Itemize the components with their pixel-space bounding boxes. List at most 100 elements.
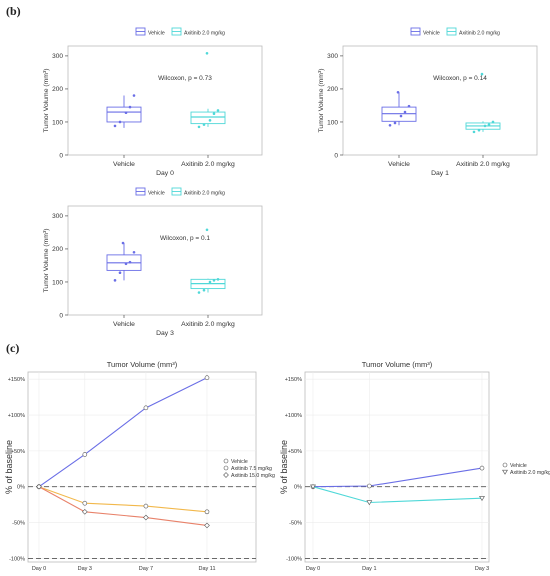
data-point: [208, 119, 212, 122]
y-tick-label: 300: [52, 53, 63, 60]
line-marker: [367, 483, 372, 489]
data-point: [472, 130, 476, 134]
line-marker: [143, 514, 149, 521]
series-line: [38, 486, 208, 526]
line-marker: [204, 522, 210, 529]
data-point: [128, 260, 132, 264]
chart-title: Tumor Volume (mm³): [362, 360, 433, 369]
line-marker: [81, 508, 88, 515]
line-marker: [479, 465, 485, 471]
data-point: [124, 262, 128, 266]
legend-label: Vehicle: [510, 463, 527, 469]
y-axis-label: % of baseline: [279, 440, 289, 494]
x-tick-label: Day 7: [139, 566, 153, 572]
x-tick-label: Day 11: [198, 566, 215, 572]
data-point: [477, 128, 481, 132]
panel-label-c: (c): [6, 341, 20, 355]
line-marker: [502, 469, 508, 475]
legend-label: Axitinib 15.0 mg/kg: [231, 473, 275, 479]
legend-label: Axitinib 2.0 mg/kg: [510, 470, 550, 476]
box-chart-day0: Vehicle Axitinib 2.0 mg/kg 0 100 200 300 Tumor…: [43, 27, 263, 177]
x-tick-label: Day 1: [362, 566, 376, 572]
x-tick-label: Axitinib 2.0 mg/kg: [181, 161, 235, 168]
y-tick-label: 0: [59, 152, 63, 159]
y-tick-label: +100%: [8, 413, 25, 419]
data-point: [403, 110, 407, 114]
y-tick-label: 0%: [294, 485, 302, 491]
line-marker: [366, 500, 373, 506]
x-tick-label: Axitinib 2.0 mg/kg: [181, 321, 235, 328]
data-point: [480, 72, 484, 76]
y-tick-label: +150%: [8, 377, 25, 383]
data-point: [121, 241, 125, 245]
y-tick-label: 200: [52, 246, 63, 253]
line-marker: [223, 458, 229, 464]
plot-area: [67, 45, 263, 156]
plot-area: [27, 371, 257, 563]
data-point: [118, 120, 122, 124]
legend-label: Vehicle: [231, 459, 248, 465]
y-tick-label: -100%: [286, 556, 302, 562]
x-tick-label: Day 3: [78, 566, 92, 572]
y-tick-label: +50%: [288, 449, 302, 455]
data-point: [487, 123, 491, 126]
x-tick-label: Day 0: [32, 566, 46, 572]
data-point: [393, 121, 397, 125]
line-chart-four-groups: Tumor Volume (mm³) +150% +100% +50% 0% -50% -1…: [4, 360, 275, 572]
chart-title: Tumor Volume (mm³): [107, 360, 178, 369]
x-tick-label: Day 0: [306, 566, 320, 572]
data-point: [132, 250, 136, 254]
box-chart-day1: Vehicle Axitinib 2.0 mg/kg 0 100 200 300 Tumor…: [318, 27, 538, 177]
y-tick-label: -100%: [9, 556, 25, 562]
line-marker: [479, 496, 485, 501]
y-tick-label: +150%: [285, 377, 302, 383]
y-tick-label: 100: [327, 119, 338, 126]
y-axis-label: Tumor Volume (mm³): [318, 69, 325, 133]
series-line: [38, 377, 208, 488]
plot-area: [67, 205, 263, 316]
legend-label: Axitinib 2.0 mg/kg: [184, 31, 225, 37]
y-tick-label: +50%: [11, 449, 25, 455]
data-point: [128, 105, 132, 109]
x-axis-label: Day 1: [431, 170, 449, 177]
y-tick-label: -50%: [289, 521, 302, 527]
data-point: [216, 278, 220, 281]
line-marker: [223, 465, 229, 471]
legend-label: Vehicle: [423, 31, 440, 37]
wilcoxon-annotation: Wilcoxon, p = 0.14: [433, 75, 487, 82]
data-point: [113, 279, 117, 282]
box-chart-day3: Vehicle Axitinib 2.0 mg/kg 0 100 200 300 Tumor…: [43, 187, 263, 337]
y-axis-label: Tumor Volume (mm³): [43, 229, 50, 293]
data-point: [202, 288, 206, 292]
legend-label: Vehicle: [148, 31, 165, 37]
plot-area: [342, 45, 538, 156]
plot-area: [304, 371, 490, 563]
x-axis-label: Day 0: [156, 170, 174, 177]
y-axis-label: Tumor Volume (mm³): [43, 69, 50, 133]
y-tick-label: 200: [327, 86, 338, 93]
y-tick-label: 300: [52, 213, 63, 220]
y-tick-label: 0: [59, 312, 63, 319]
x-tick-label: Vehicle: [113, 161, 135, 168]
legend-label: Vehicle: [148, 191, 165, 197]
data-point: [202, 123, 206, 126]
y-tick-label: 300: [327, 53, 338, 60]
data-point: [208, 280, 212, 284]
data-point: [205, 51, 209, 55]
line-marker: [223, 472, 229, 478]
x-tick-label: Axitinib 2.0 mg/kg: [456, 161, 510, 168]
data-point: [113, 124, 117, 128]
data-point: [205, 228, 209, 232]
line-chart-two-groups: Tumor Volume (mm³) +150% +100% +50% 0% -50% -1…: [279, 360, 550, 572]
data-point: [483, 124, 487, 128]
line-marker: [204, 509, 210, 515]
x-tick-label: Vehicle: [113, 321, 135, 328]
data-point: [396, 90, 400, 94]
data-point: [399, 114, 403, 118]
wilcoxon-annotation: Wilcoxon, p = 0.73: [158, 75, 212, 82]
data-point: [197, 291, 201, 294]
data-point: [197, 125, 201, 129]
y-tick-label: 200: [52, 86, 63, 93]
data-point: [132, 94, 136, 97]
line-marker: [310, 484, 316, 490]
